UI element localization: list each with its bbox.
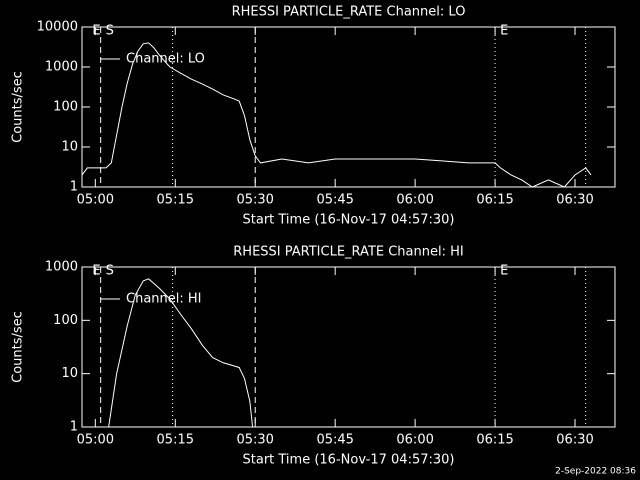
- y-axis-label: Counts/sec: [11, 311, 26, 383]
- chart-title: RHESSI PARTICLE_RATE Channel: HI: [233, 245, 463, 260]
- legend-label: Channel: LO: [126, 52, 205, 67]
- x-tick-label: 05:00: [77, 193, 114, 208]
- x-tick-label: 06:30: [556, 193, 593, 208]
- x-tick-label: 06:00: [396, 193, 433, 208]
- x-tick-label: 05:45: [316, 433, 353, 448]
- x-tick-label: 05:00: [77, 433, 114, 448]
- marker-label: E: [500, 24, 508, 39]
- marker-label: S: [106, 24, 114, 39]
- x-axis-label: Start Time (16-Nov-17 04:57:30): [243, 453, 455, 468]
- x-tick-label: 05:30: [236, 433, 273, 448]
- x-tick-label: 06:15: [476, 433, 513, 448]
- y-tick-label: 10: [61, 140, 78, 155]
- y-tick-label: 1000: [45, 260, 78, 275]
- x-tick-label: 06:15: [476, 193, 513, 208]
- x-tick-label: 06:00: [396, 433, 433, 448]
- timestamp: 2-Sep-2022 08:36: [555, 467, 636, 477]
- y-tick-label: 100: [53, 100, 78, 115]
- marker-label: E: [92, 264, 100, 279]
- x-tick-label: 05:30: [236, 193, 273, 208]
- data-line: [81, 42, 592, 188]
- marker-label: S: [106, 264, 114, 279]
- x-tick-label: 06:30: [556, 433, 593, 448]
- y-tick-label: 10000: [37, 20, 78, 35]
- y-tick-label: 100: [53, 313, 78, 328]
- y-tick-label: 1: [70, 180, 78, 195]
- y-tick-label: 1000: [45, 60, 78, 75]
- x-tick-label: 05:15: [157, 433, 194, 448]
- x-tick-label: 05:45: [316, 193, 353, 208]
- marker-label: E: [500, 264, 508, 279]
- x-tick-label: 05:15: [157, 193, 194, 208]
- data-line: [108, 278, 254, 428]
- marker-label: E: [92, 24, 100, 39]
- y-axis-label: Counts/sec: [11, 71, 26, 143]
- legend-label: Channel: HI: [126, 292, 202, 307]
- y-tick-label: 10: [61, 366, 78, 381]
- y-tick-label: 1: [70, 420, 78, 435]
- plot-frame: [81, 266, 616, 428]
- x-axis-label: Start Time (16-Nov-17 04:57:30): [243, 213, 455, 228]
- chart-title: RHESSI PARTICLE_RATE Channel: LO: [232, 5, 466, 20]
